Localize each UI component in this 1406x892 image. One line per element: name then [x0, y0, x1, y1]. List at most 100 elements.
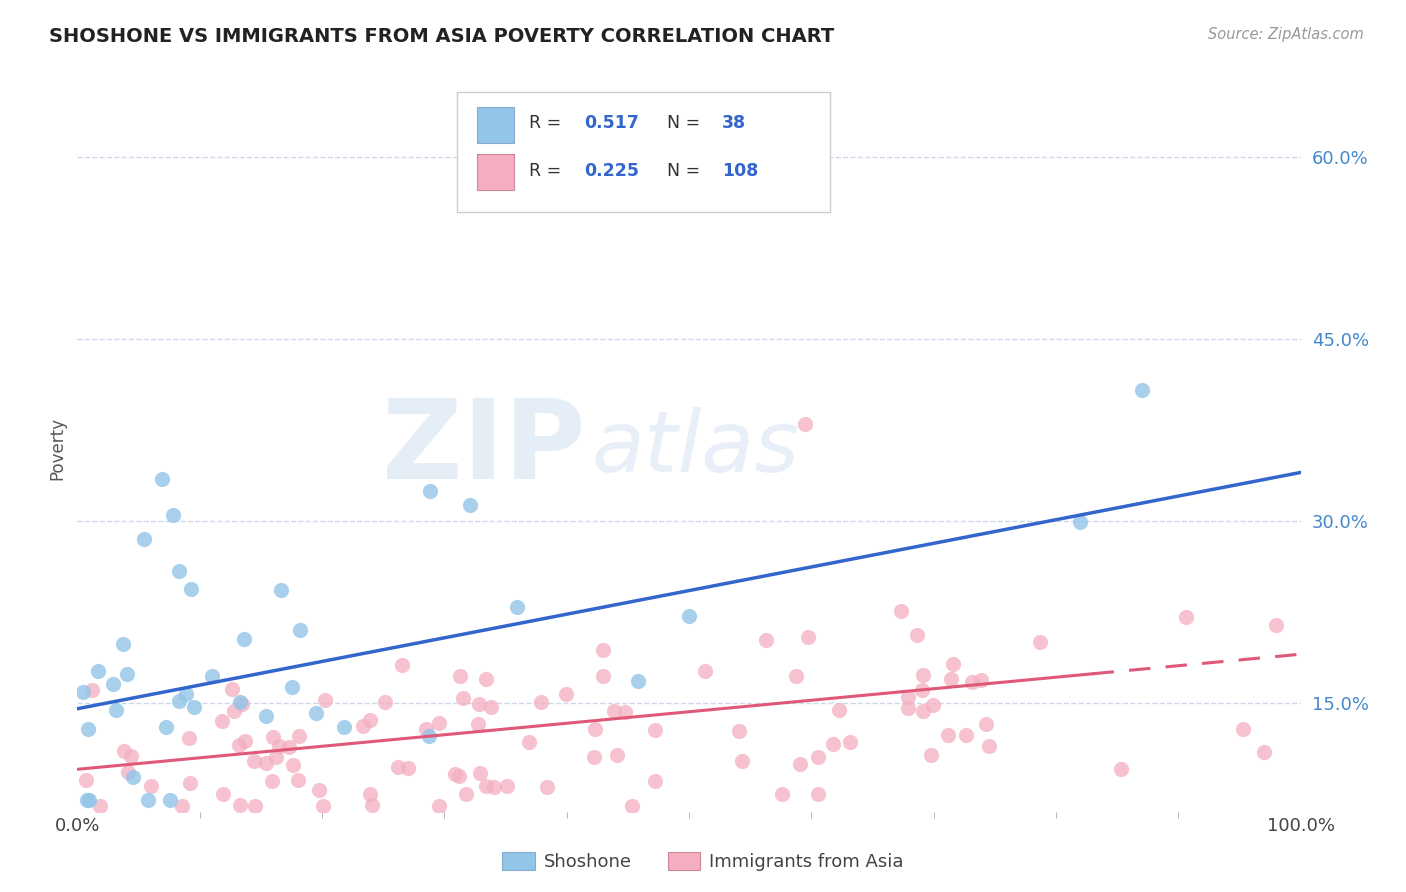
- Point: [233, 632, 256, 646]
- Point: [267, 739, 290, 753]
- Point: [314, 693, 336, 707]
- Point: [977, 739, 1000, 753]
- Point: [427, 715, 450, 730]
- Point: [76, 792, 98, 806]
- Text: R =: R =: [529, 114, 567, 132]
- Point: [1130, 383, 1153, 397]
- Point: [970, 673, 993, 687]
- Point: [1253, 745, 1275, 759]
- Point: [87, 665, 110, 679]
- Point: [224, 704, 246, 718]
- Text: 108: 108: [721, 161, 758, 179]
- Point: [155, 720, 177, 734]
- Point: [475, 779, 498, 793]
- Point: [228, 695, 250, 709]
- Point: [396, 761, 419, 775]
- Point: [456, 787, 478, 801]
- Point: [936, 728, 959, 742]
- Point: [797, 630, 820, 644]
- Point: [243, 755, 266, 769]
- Point: [359, 713, 381, 727]
- Point: [359, 787, 381, 801]
- Point: [530, 694, 553, 708]
- Point: [361, 797, 384, 812]
- Point: [115, 666, 138, 681]
- Y-axis label: Poverty: Poverty: [48, 417, 66, 480]
- Point: [139, 779, 162, 793]
- Point: [592, 669, 614, 683]
- Text: N =: N =: [666, 114, 706, 132]
- Point: [352, 719, 374, 733]
- Point: [112, 637, 135, 651]
- Point: [270, 582, 292, 597]
- Point: [912, 667, 935, 681]
- Point: [172, 798, 194, 813]
- Point: [789, 757, 811, 772]
- Point: [468, 765, 491, 780]
- Text: 0.225: 0.225: [583, 161, 638, 179]
- Point: [264, 750, 287, 764]
- Point: [333, 720, 356, 734]
- Point: [179, 776, 201, 790]
- Point: [475, 672, 498, 686]
- Point: [312, 798, 335, 813]
- Point: [897, 701, 920, 715]
- FancyBboxPatch shape: [457, 92, 830, 212]
- Point: [458, 499, 481, 513]
- Point: [468, 697, 491, 711]
- Point: [506, 599, 529, 614]
- Point: [592, 642, 614, 657]
- Point: [911, 682, 934, 697]
- Point: [449, 769, 471, 783]
- Point: [72, 684, 94, 698]
- Point: [415, 723, 437, 737]
- Point: [922, 698, 945, 712]
- Point: [120, 748, 142, 763]
- Point: [755, 633, 778, 648]
- Point: [229, 797, 252, 812]
- Point: [180, 582, 202, 597]
- Point: [1069, 515, 1091, 529]
- Point: [231, 698, 253, 712]
- Point: [374, 695, 396, 709]
- Point: [427, 798, 450, 813]
- Text: R =: R =: [529, 161, 567, 179]
- Point: [233, 734, 256, 748]
- Point: [582, 750, 605, 764]
- Point: [134, 532, 156, 546]
- Point: [806, 787, 828, 801]
- FancyBboxPatch shape: [477, 153, 515, 190]
- Point: [418, 730, 440, 744]
- Point: [728, 724, 751, 739]
- Point: [287, 772, 309, 787]
- Point: [254, 709, 277, 723]
- Point: [121, 770, 143, 784]
- Point: [150, 471, 173, 485]
- Point: [177, 731, 200, 746]
- Point: [444, 767, 467, 781]
- Point: [101, 677, 124, 691]
- Point: [243, 798, 266, 813]
- Point: [305, 706, 328, 720]
- Point: [254, 756, 277, 771]
- Point: [308, 782, 330, 797]
- Point: [606, 747, 628, 762]
- Point: [942, 657, 965, 671]
- Point: [583, 722, 606, 736]
- Point: [770, 787, 793, 801]
- Point: [807, 750, 830, 764]
- Point: [1232, 722, 1254, 736]
- Point: [262, 730, 284, 744]
- Point: [890, 604, 912, 618]
- Point: [167, 694, 190, 708]
- Point: [794, 417, 817, 431]
- Point: [920, 747, 942, 762]
- Point: [536, 780, 558, 795]
- Point: [555, 686, 578, 700]
- Point: [260, 773, 283, 788]
- Point: [211, 787, 233, 801]
- Point: [693, 664, 716, 678]
- Point: [939, 672, 962, 686]
- Point: [644, 774, 666, 789]
- Point: [278, 740, 301, 755]
